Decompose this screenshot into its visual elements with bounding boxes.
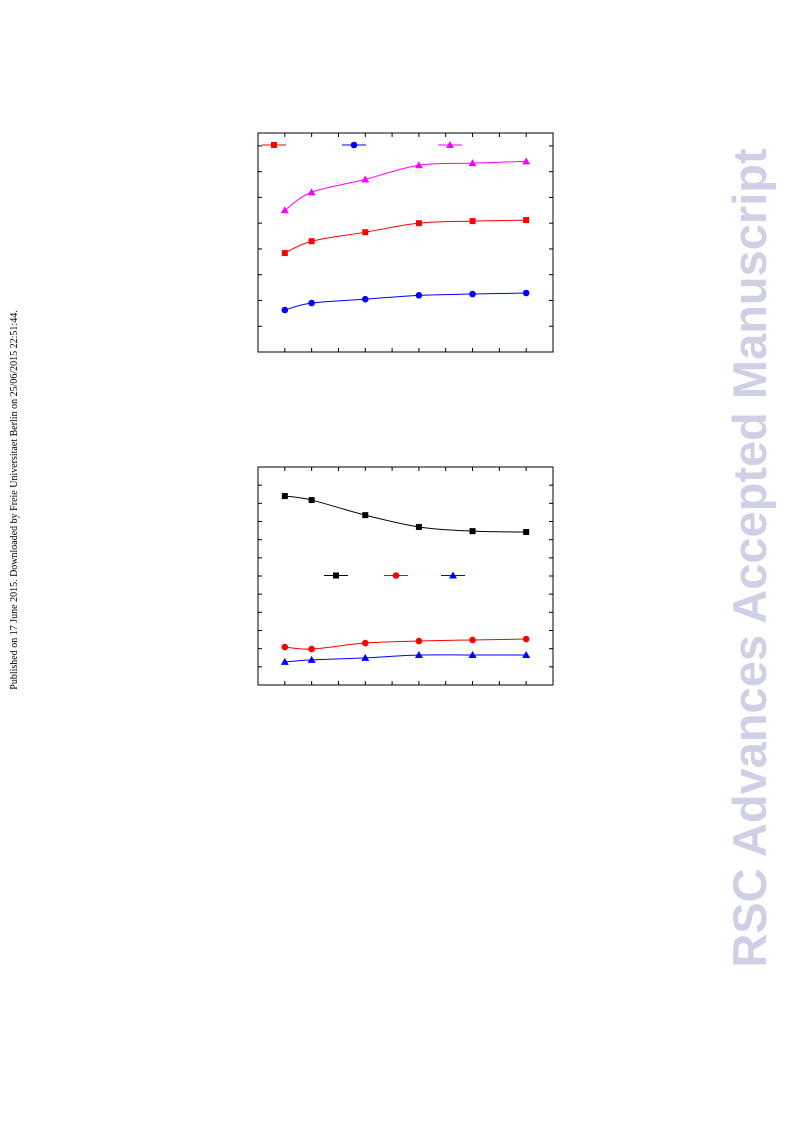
watermark: RSC Advances Accepted Manuscript (723, 148, 776, 968)
marker (308, 645, 315, 653)
series-line (284, 219, 527, 254)
legend-marker (392, 572, 400, 579)
legend-marker (449, 571, 457, 579)
marker (361, 653, 370, 661)
marker (523, 529, 530, 536)
marker (414, 651, 423, 659)
marker (281, 250, 288, 257)
marker (415, 637, 423, 645)
marker (469, 218, 476, 225)
marker (281, 306, 289, 314)
marker (308, 238, 315, 245)
plot-frame (257, 132, 554, 353)
marker (362, 229, 369, 236)
marker (468, 651, 477, 659)
marker (281, 643, 289, 651)
legend-marker (271, 142, 277, 148)
series-line (284, 654, 527, 663)
marker (522, 635, 530, 643)
marker (415, 523, 422, 530)
marker (308, 299, 315, 307)
marker (308, 497, 315, 504)
marker (469, 636, 476, 644)
marker (522, 651, 531, 659)
marker (361, 639, 369, 647)
legend-marker (446, 141, 454, 148)
series-line (284, 495, 527, 533)
marker (362, 512, 369, 519)
marker (522, 289, 530, 297)
marker (469, 290, 476, 298)
marker (361, 295, 369, 303)
marker (361, 175, 370, 183)
marker (415, 292, 423, 299)
marker (523, 217, 530, 224)
marker (522, 157, 531, 165)
marker (468, 159, 477, 167)
marker (280, 206, 289, 214)
marker (307, 655, 316, 663)
marker (414, 161, 423, 169)
legend-marker (333, 572, 339, 579)
marker (280, 657, 289, 665)
side-note: Published on 17 June 2015. Downloaded by… (9, 310, 20, 689)
series-line (284, 160, 527, 211)
marker (281, 493, 288, 500)
marker (415, 220, 422, 227)
marker (307, 188, 316, 196)
marker (469, 528, 476, 535)
series-line (284, 638, 527, 650)
legend-marker (350, 141, 358, 149)
series-line (284, 292, 527, 311)
